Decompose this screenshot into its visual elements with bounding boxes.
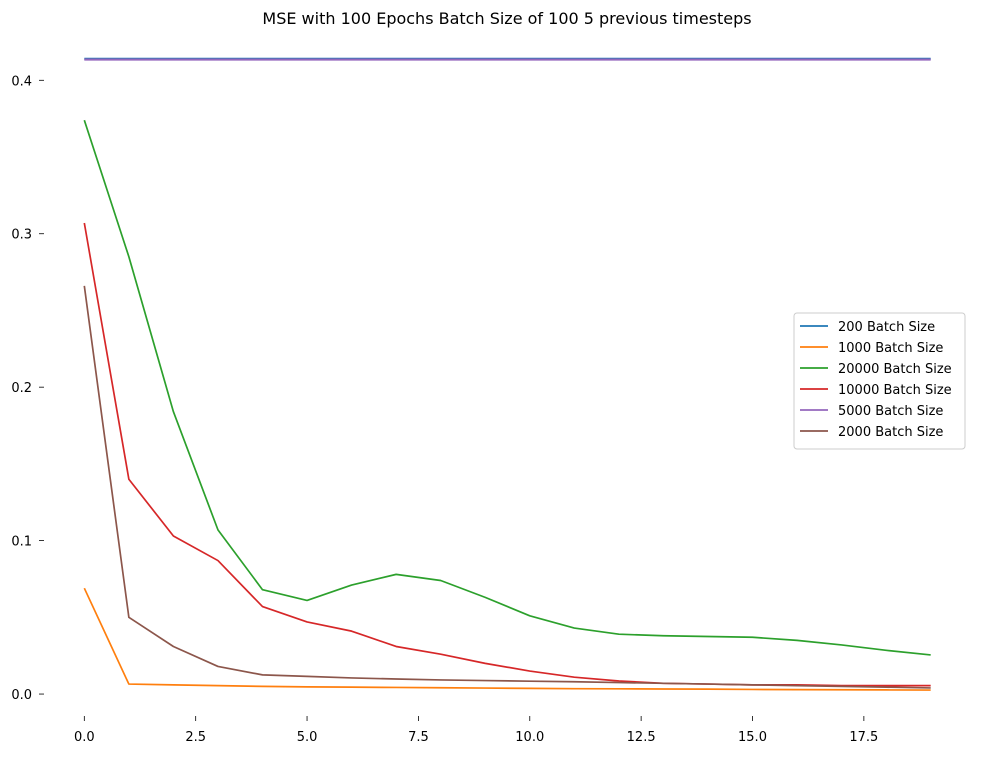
legend-box <box>793 312 966 450</box>
legend: 200 Batch Size 1000 Batch Size 20000 Batch… <box>793 312 966 450</box>
x-tick-label: 12.5 <box>627 730 656 745</box>
legend-label: 1000 Batch Size <box>838 341 943 356</box>
y-axis: 0.0 0.1 0.2 0.3 0.4 <box>11 74 44 703</box>
x-tick-label: 15.0 <box>738 730 767 745</box>
y-tick-label: 0.3 <box>11 228 32 243</box>
series-line-2000-batch-size <box>83 285 931 689</box>
x-axis: 0.0 2.5 5.0 7.5 10.0 12.5 15.0 17.5 <box>74 716 878 745</box>
legend-label: 200 Batch Size <box>838 320 935 335</box>
x-tick-label: 2.5 <box>185 730 206 745</box>
series-line-20000-batch-size <box>83 119 931 656</box>
legend-label: 2000 Batch Size <box>838 425 943 440</box>
legend-label: 20000 Batch Size <box>838 362 952 377</box>
y-tick-label: 0.2 <box>11 381 32 396</box>
x-tick-label: 7.5 <box>408 730 429 745</box>
legend-label: 5000 Batch Size <box>838 404 943 419</box>
y-tick-label: 0.4 <box>11 74 32 89</box>
x-tick-label: 17.5 <box>849 730 878 745</box>
y-tick-label: 0.1 <box>11 535 32 550</box>
x-tick-label: 0.0 <box>74 730 95 745</box>
x-tick-label: 5.0 <box>297 730 318 745</box>
y-tick-label: 0.0 <box>11 688 32 703</box>
plot-area <box>83 57 931 691</box>
x-tick-label: 10.0 <box>515 730 544 745</box>
series-line-1000-batch-size <box>83 587 931 691</box>
legend-label: 10000 Batch Size <box>838 383 952 398</box>
series-line-10000-batch-size <box>83 222 931 687</box>
chart-title: MSE with 100 Epochs Batch Size of 100 5 … <box>262 9 751 28</box>
